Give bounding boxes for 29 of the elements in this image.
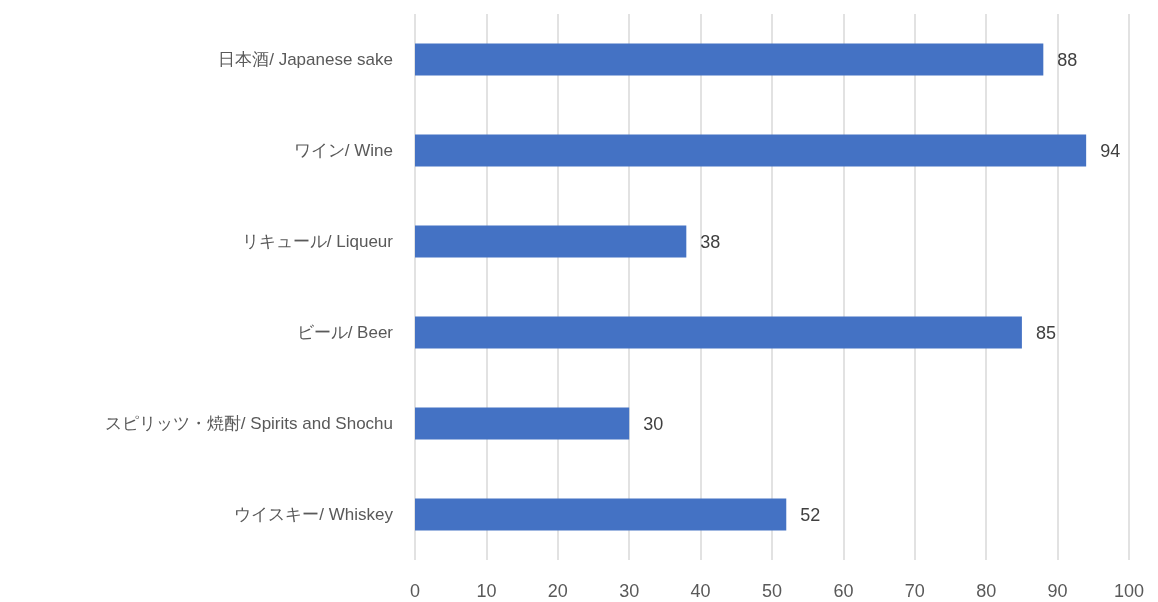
x-tick-label: 100 [1113, 581, 1145, 601]
x-tick-label: 40 [690, 581, 711, 601]
data-label: 85 [1035, 322, 1056, 343]
y-tick-label: ウイスキー/ Whiskey [234, 505, 394, 524]
data-label: 88 [1057, 49, 1078, 70]
x-tick-label: 90 [1047, 581, 1068, 601]
x-tick-label: 0 [409, 581, 421, 601]
bar [415, 225, 687, 258]
bar [415, 498, 787, 531]
bar [415, 43, 1044, 76]
y-tick-label: スピリッツ・焼酎/ Spirits and Shochu [104, 414, 393, 433]
data-label: 94 [1100, 140, 1121, 161]
bar [415, 407, 630, 440]
data-label: 38 [700, 231, 721, 252]
data-label: 30 [643, 413, 664, 434]
y-tick-label: ビール/ Beer [296, 323, 394, 342]
data-label: 52 [800, 504, 821, 525]
y-tick-label: 日本酒/ Japanese sake [218, 50, 393, 69]
y-tick-label: リキュール/ Liqueur [241, 232, 394, 251]
x-tick-label: 70 [904, 581, 925, 601]
y-tick-label: ワイン/ Wine [293, 141, 393, 160]
x-tick-label: 50 [761, 581, 783, 601]
x-tick-label: 20 [547, 581, 568, 601]
x-tick-label: 30 [619, 581, 640, 601]
bar [415, 134, 1087, 167]
bar [415, 316, 1022, 349]
x-tick-label: 80 [976, 581, 997, 601]
x-tick-label: 60 [833, 581, 854, 601]
x-tick-label: 10 [476, 581, 497, 601]
